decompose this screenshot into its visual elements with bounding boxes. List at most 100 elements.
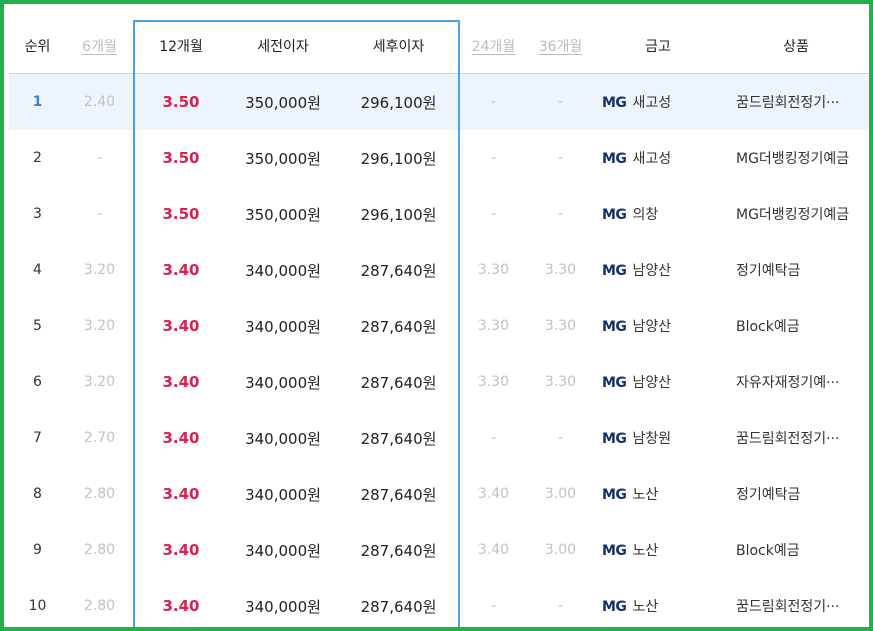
bank-name: 노산	[632, 487, 659, 503]
table-row: 8 2.80 3.40 340,000원 287,640원 3.40 3.00 …	[9, 466, 869, 522]
rank-cell: 3	[33, 206, 42, 222]
rate-6-month-cell: 3.20	[83, 374, 116, 390]
pretax-interest-cell: 340,000원	[245, 373, 321, 392]
mg-logo-icon: MG	[602, 375, 627, 391]
rank-cell: 4	[33, 262, 42, 278]
bank-cell[interactable]: MG 노산	[594, 578, 722, 627]
header-rank: 순위	[9, 18, 66, 74]
aftertax-interest-cell: 296,100원	[337, 74, 460, 130]
rate-12-month-cell: 3.40	[162, 541, 200, 559]
header-6-month-link[interactable]: 6개월	[66, 18, 133, 74]
mg-logo-icon: MG	[602, 207, 627, 223]
aftertax-interest-cell: 296,100원	[360, 205, 437, 224]
pretax-interest-cell: 350,000원	[245, 205, 321, 224]
rank-cell: 10	[28, 598, 47, 614]
rate-24-month-cell: 3.40	[477, 542, 510, 558]
rank-cell: 2	[33, 150, 42, 166]
bank-cell[interactable]: MG 남양산	[594, 298, 722, 354]
rate-12-month-cell: 3.50	[162, 149, 200, 167]
rate-6-month-cell: 2.40	[66, 74, 133, 130]
bank-cell[interactable]: MG 새고성	[594, 74, 722, 130]
bank-name: 노산	[632, 599, 659, 615]
header-12-month: 12개월	[133, 18, 229, 74]
rank-cell: 6	[33, 374, 42, 390]
table-row: 1 2.40 3.50 350,000원 296,100원 - - MG 새고성 …	[9, 74, 869, 130]
aftertax-interest-cell: 287,640원	[360, 261, 437, 280]
table-row: 2 - 3.50 350,000원 296,100원 - - MG 새고성 MG더…	[9, 130, 869, 186]
product-cell[interactable]: 꿈드림회전정기···	[736, 599, 840, 615]
mg-logo-icon: MG	[602, 487, 627, 503]
product-cell[interactable]: Block예금	[736, 319, 800, 335]
header-36-month-link[interactable]: 36개월	[527, 18, 594, 74]
bank-cell[interactable]: MG 새고성	[594, 130, 722, 186]
rank-cell: 1	[9, 74, 66, 130]
table-row: 4 3.20 3.40 340,000원 287,640원 3.30 3.30 …	[9, 242, 869, 298]
header-aftertax-interest: 세후이자	[337, 18, 460, 74]
product-cell[interactable]: 자유자재정기예···	[736, 375, 840, 391]
rate-12-month-cell: 3.40	[162, 317, 200, 335]
bank-cell[interactable]: MG 남양산	[594, 354, 722, 410]
mg-logo-icon: MG	[602, 543, 627, 559]
mg-logo-icon: MG	[602, 95, 627, 111]
aftertax-interest-cell: 296,100원	[360, 149, 437, 168]
bank-cell[interactable]: MG 의창	[594, 186, 722, 242]
pretax-interest-cell: 340,000원	[245, 597, 321, 616]
rate-6-month-cell: 3.20	[83, 262, 116, 278]
bank-name: 남양산	[632, 319, 672, 335]
bank-name: 남양산	[632, 375, 672, 391]
rank-cell: 5	[33, 318, 42, 334]
pretax-interest-cell: 350,000원	[245, 149, 321, 168]
aftertax-interest-cell: 287,640원	[360, 429, 437, 448]
product-cell[interactable]: MG더뱅킹정기예금	[736, 151, 850, 167]
table-row: 7 2.70 3.40 340,000원 287,640원 - - MG 남창원 …	[9, 410, 869, 466]
bank-cell[interactable]: MG 노산	[594, 466, 722, 522]
rate-24-month-cell: -	[490, 150, 497, 166]
rate-36-month-cell: 3.30	[544, 374, 577, 390]
bank-name: 의창	[632, 207, 659, 223]
rate-36-month-cell: -	[557, 150, 564, 166]
rank-cell: 8	[33, 486, 42, 502]
rate-12-month-cell: 3.40	[162, 429, 200, 447]
pretax-interest-cell: 340,000원	[245, 541, 321, 560]
rate-24-month-cell: 3.30	[477, 262, 510, 278]
rate-6-month-cell: -	[96, 206, 103, 222]
product-cell[interactable]: 꿈드림회전정기···	[736, 431, 840, 447]
product-cell[interactable]: 정기예탁금	[736, 487, 801, 503]
bank-name: 남창원	[632, 431, 672, 447]
product-cell[interactable]: 꿈드림회전정기···	[722, 74, 869, 130]
rate-12-month-cell: 3.40	[162, 485, 200, 503]
rate-24-month-cell: -	[490, 598, 497, 614]
pretax-interest-cell: 350,000원	[229, 74, 337, 130]
rank-cell: 7	[33, 430, 42, 446]
mg-logo-icon: MG	[602, 151, 627, 167]
bank-name: 새고성	[632, 95, 672, 111]
pretax-interest-cell: 340,000원	[245, 317, 321, 336]
mg-logo-icon: MG	[602, 319, 627, 335]
product-cell[interactable]: Block예금	[736, 543, 800, 559]
bank-cell[interactable]: MG 남양산	[594, 242, 722, 298]
table-row: 10 2.80 3.40 340,000원 287,640원 - - MG 노산 …	[9, 578, 869, 627]
bank-name: 새고성	[632, 151, 672, 167]
aftertax-interest-cell: 287,640원	[360, 485, 437, 504]
deposit-rate-table: 순위 6개월 12개월 세전이자 세후이자 24개월 36개월 금고 상품 1 …	[9, 18, 869, 627]
pretax-interest-cell: 340,000원	[245, 429, 321, 448]
bank-name: 노산	[632, 543, 659, 559]
rate-36-month-cell: 3.30	[544, 262, 577, 278]
aftertax-interest-cell: 287,640원	[360, 541, 437, 560]
rate-36-month-cell: 3.00	[544, 542, 577, 558]
header-bank: 금고	[594, 18, 722, 74]
header-24-month-link[interactable]: 24개월	[460, 18, 527, 74]
rate-12-month-cell: 3.50	[133, 74, 229, 130]
pretax-interest-cell: 340,000원	[245, 485, 321, 504]
bank-name: 남양산	[632, 263, 672, 279]
rate-24-month-cell: -	[490, 206, 497, 222]
rate-36-month-cell: -	[557, 430, 564, 446]
header-product: 상품	[722, 18, 869, 74]
product-cell[interactable]: MG더뱅킹정기예금	[736, 207, 850, 223]
table-row: 9 2.80 3.40 340,000원 287,640원 3.40 3.00 …	[9, 522, 869, 578]
bank-cell[interactable]: MG 노산	[594, 522, 722, 578]
product-cell[interactable]: 정기예탁금	[736, 263, 801, 279]
rate-36-month-cell: 3.30	[544, 318, 577, 334]
bank-cell[interactable]: MG 남창원	[594, 410, 722, 466]
table-body: 1 2.40 3.50 350,000원 296,100원 - - MG 새고성 …	[9, 74, 869, 627]
